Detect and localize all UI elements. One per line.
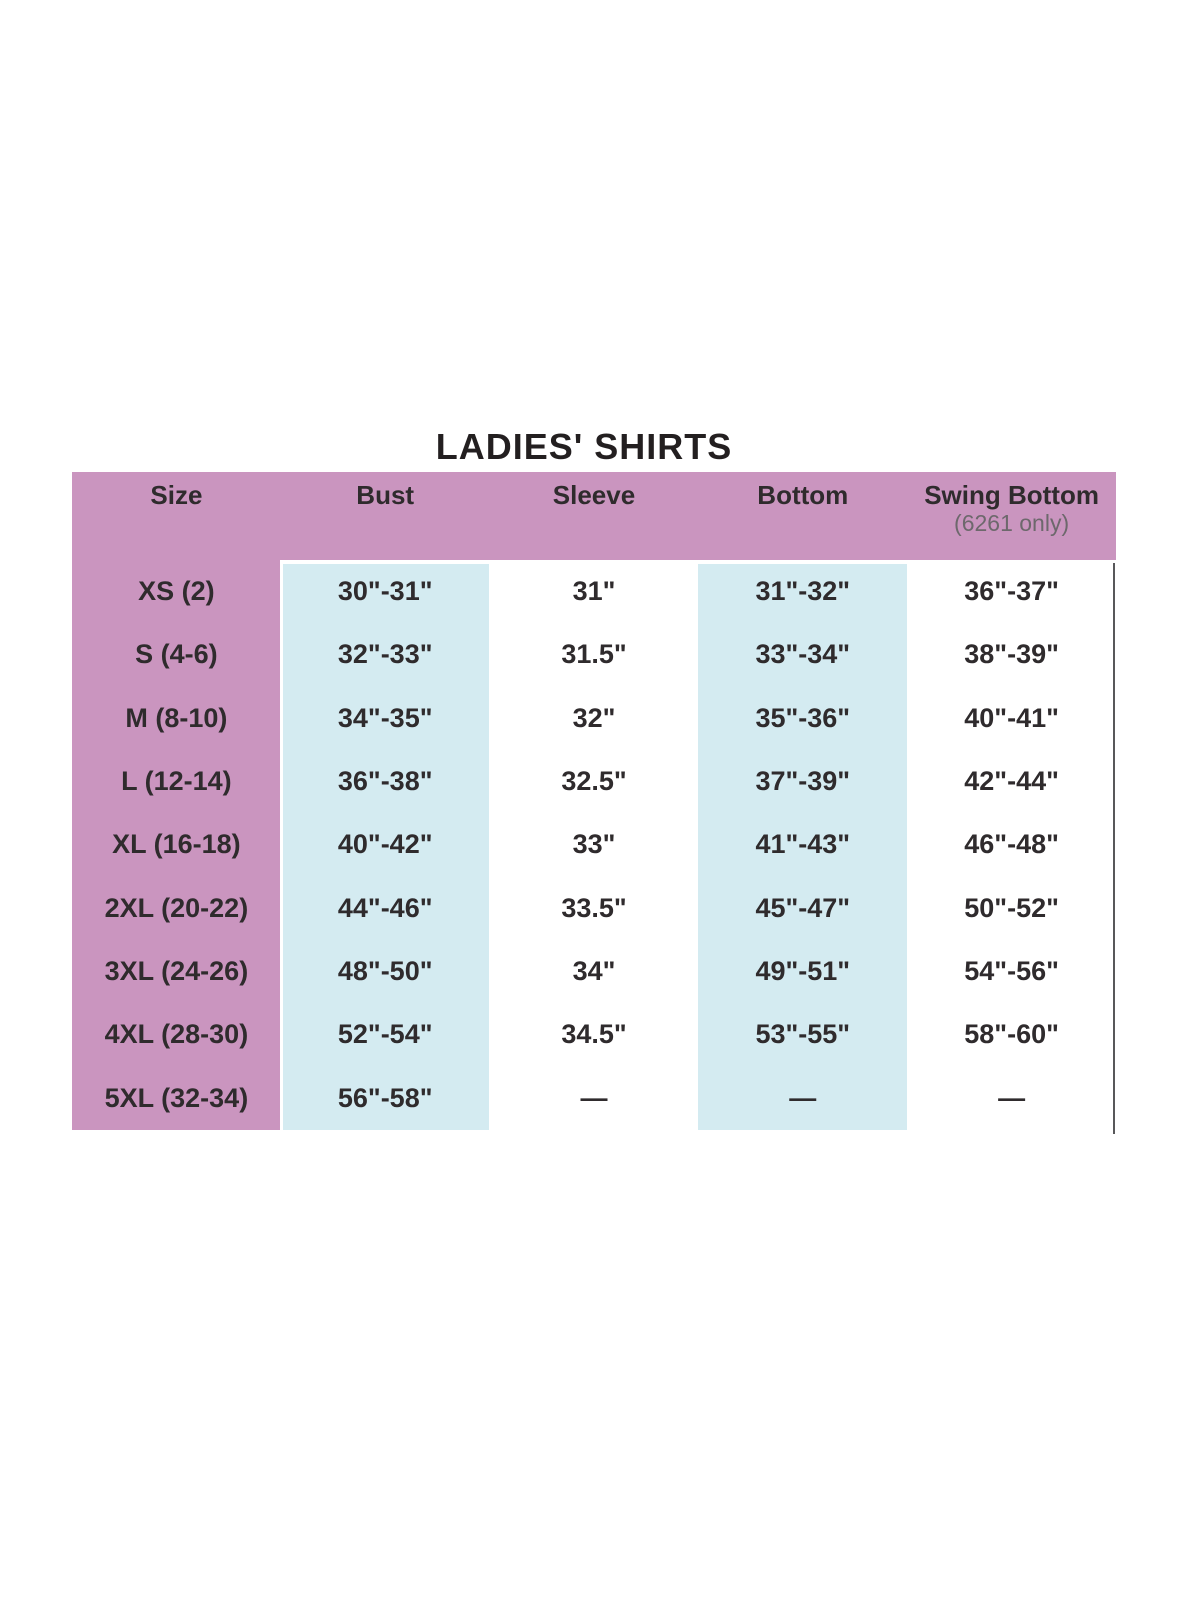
cell-bust: 52"-54" [337, 1019, 433, 1050]
swing-bottom-header-label: Swing Bottom [924, 480, 1099, 510]
cell-bust: 44"-46" [337, 892, 433, 923]
bust-column-band [283, 564, 489, 1130]
cell-size: 4XL (28-30) [104, 1019, 249, 1050]
cell-size: 3XL (24-26) [104, 956, 249, 987]
size-header-label: Size [150, 480, 203, 510]
column-header-sleeve: Sleeve [490, 472, 699, 560]
bust-header-label: Bust [356, 480, 415, 510]
cell-bottom: — [789, 1082, 817, 1113]
cell-bottom: 37"-39" [755, 766, 851, 797]
cell-bottom: 49"-51" [755, 956, 851, 987]
sleeve-header-label: Sleeve [552, 480, 636, 510]
cell-bottom: 33"-34" [755, 639, 851, 670]
swing-bottom-note: (6261 only) [954, 510, 1070, 536]
cell-bust: 30"-31" [337, 576, 433, 607]
cell-swing-bottom: 42"-44" [964, 766, 1059, 797]
cell-bottom: 45"-47" [755, 892, 851, 923]
cell-size: L (12-14) [121, 766, 232, 797]
cell-swing-bottom: 36"-37" [964, 576, 1059, 607]
cell-swing-bottom: 58"-60" [964, 1019, 1059, 1050]
cell-bust: 56"-58" [337, 1082, 433, 1113]
table-right-border [1113, 563, 1115, 1134]
cell-sleeve: 34" [572, 956, 616, 987]
cell-swing-bottom: 38"-39" [964, 639, 1059, 670]
cell-sleeve: 34.5" [561, 1019, 627, 1050]
table-body: XS (2) 30"-31" 31" 31"-32" 36"-37" S (4-6) 32"… [72, 560, 1116, 1130]
cell-size: 2XL (20-22) [104, 892, 249, 923]
cell-size: M (8-10) [125, 702, 228, 733]
cell-swing-bottom: — [998, 1082, 1026, 1113]
cell-size: S (4-6) [135, 639, 218, 670]
column-header-bottom: Bottom [698, 472, 907, 560]
table-header-row: Size Bust Sleeve Bottom Swing Bottom (62… [72, 472, 1116, 560]
cell-sleeve: 32" [572, 702, 616, 733]
cell-bust: 34"-35" [337, 702, 433, 733]
bottom-header-label: Bottom [757, 480, 849, 510]
cell-bottom: 53"-55" [755, 1019, 851, 1050]
cell-bottom: 35"-36" [755, 702, 851, 733]
cell-size: XL (16-18) [112, 829, 241, 860]
cell-sleeve: 32.5" [561, 766, 627, 797]
cell-swing-bottom: 50"-52" [964, 892, 1059, 923]
cell-sleeve: 31" [572, 576, 616, 607]
cell-bottom: 41"-43" [755, 829, 851, 860]
cell-bust: 48"-50" [337, 956, 433, 987]
cell-sleeve: 33.5" [561, 892, 627, 923]
page-title: LADIES' SHIRTS [435, 426, 733, 467]
cell-bust: 36"-38" [337, 766, 433, 797]
cell-sleeve: 33" [572, 829, 616, 860]
ladies-shirts-size-chart: Size Bust Sleeve Bottom Swing Bottom (62… [72, 472, 1116, 1134]
bottom-column-band [698, 564, 907, 1130]
column-header-size: Size [72, 472, 281, 560]
cell-bust: 32"-33" [337, 639, 433, 670]
cell-bottom: 31"-32" [755, 576, 851, 607]
column-header-bust: Bust [281, 472, 490, 560]
cell-sleeve: — [580, 1082, 608, 1113]
cell-swing-bottom: 46"-48" [964, 829, 1059, 860]
cell-swing-bottom: 54"-56" [964, 956, 1059, 987]
cell-size: 5XL (32-34) [104, 1082, 249, 1113]
cell-size: XS (2) [138, 576, 215, 607]
cell-swing-bottom: 40"-41" [964, 702, 1059, 733]
column-header-swing-bottom: Swing Bottom (6261 only) [907, 472, 1116, 560]
cell-sleeve: 31.5" [561, 639, 627, 670]
size-column-band [72, 472, 280, 1130]
cell-bust: 40"-42" [337, 829, 433, 860]
